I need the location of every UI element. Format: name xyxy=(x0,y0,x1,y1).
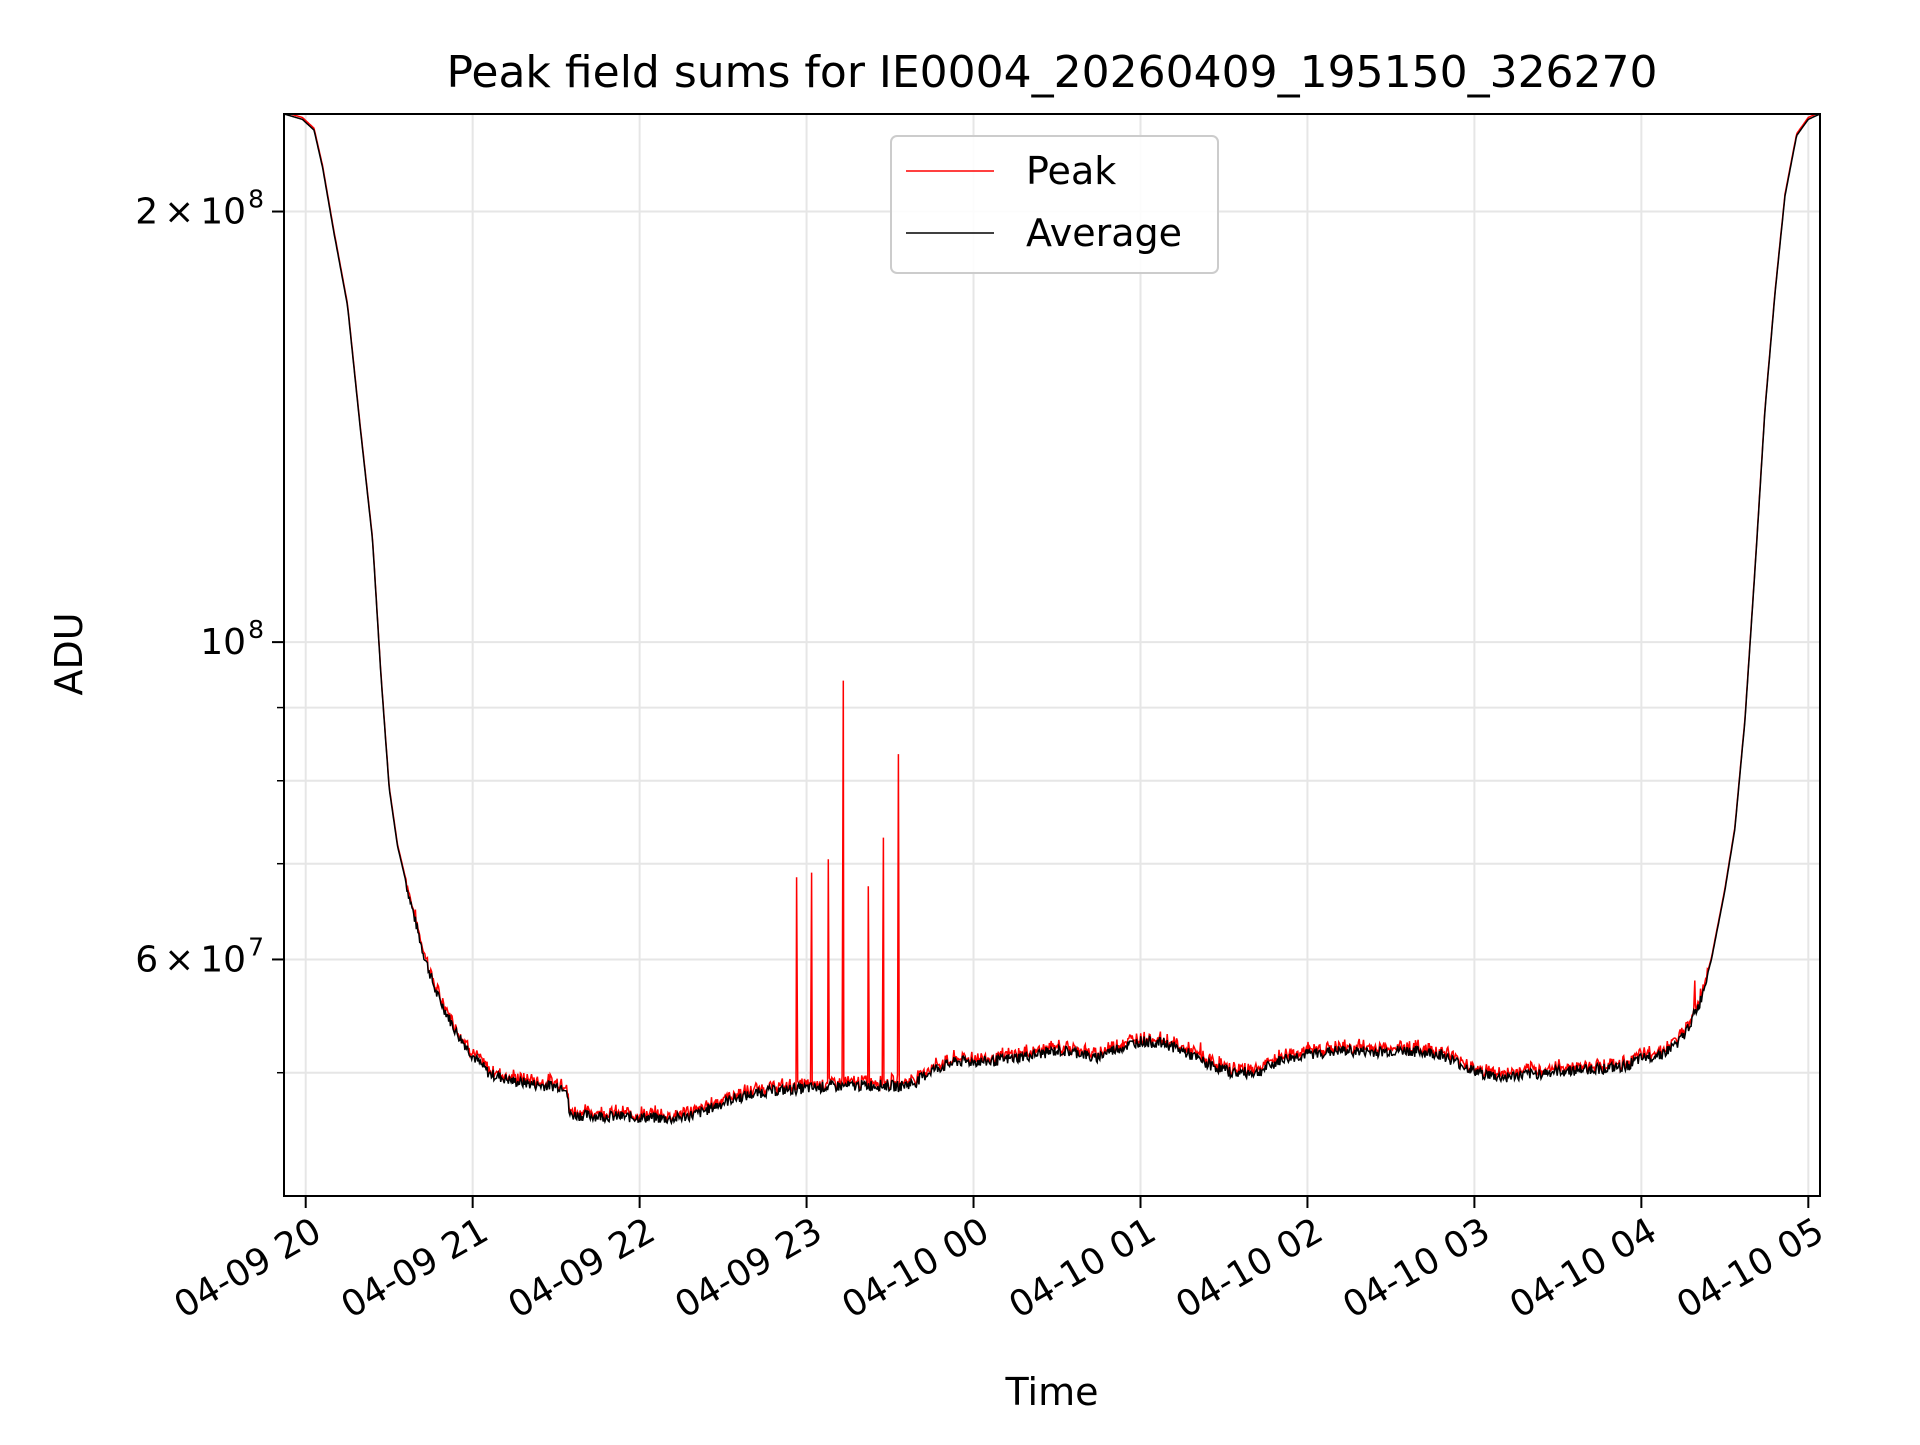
y-tick-label: 6 × 107 xyxy=(135,932,264,980)
chart-title: Peak field sums for IE0004_20260409_1951… xyxy=(446,47,1657,98)
y-tick-label: 108 xyxy=(200,615,264,663)
y-tick-label: 2 × 108 xyxy=(135,185,264,233)
legend: Peak Average xyxy=(890,135,1219,274)
plot-series xyxy=(284,114,1820,1126)
y-axis-label: ADU xyxy=(47,612,91,695)
series-line-average xyxy=(284,114,1820,1126)
grid-lines xyxy=(284,114,1820,1196)
x-axis-label: Time xyxy=(1005,1370,1099,1414)
plot-frame xyxy=(283,113,1821,1197)
legend-label-average: Average xyxy=(1026,211,1182,255)
legend-label-peak: Peak xyxy=(1026,149,1116,193)
